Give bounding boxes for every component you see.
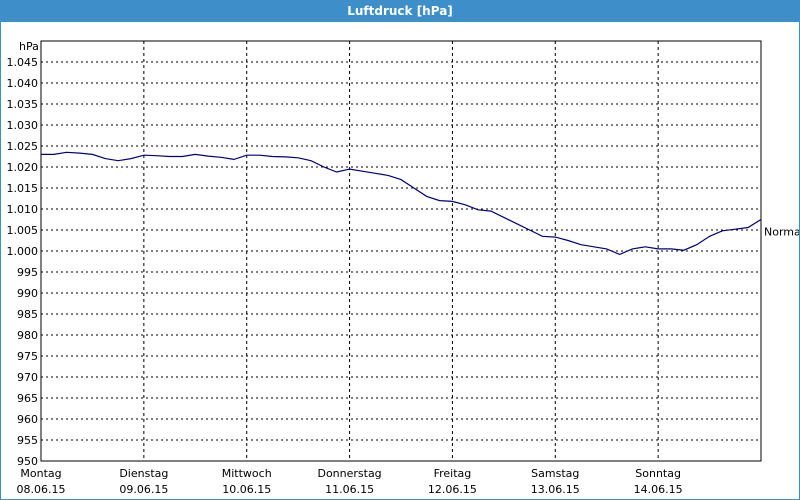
y-tick-label: 1.030 [7,119,39,132]
y-axis-label: hPa [19,40,39,53]
y-tick-label: 1.040 [7,77,39,90]
y-tick-label: 990 [17,287,38,300]
y-tick-label: 1.005 [7,224,39,237]
y-tick-label: 970 [17,371,38,384]
annotation: Normal [764,226,799,239]
x-tick-date: 08.06.15 [17,483,66,496]
y-tick-label: 955 [17,434,38,447]
x-tick-label: Mittwoch [222,467,272,480]
y-tick-label: 995 [17,266,38,279]
x-tick-date: 12.06.15 [428,483,477,496]
x-tick-date: 13.06.15 [531,483,580,496]
title-bar: Luftdruck [hPa] [1,1,799,22]
y-tick-label: 1.000 [7,245,39,258]
x-tick-date: 11.06.15 [325,483,374,496]
y-tick-label: 985 [17,308,38,321]
x-tick-date: 10.06.15 [222,483,271,496]
x-tick-label: Sonntag [635,467,681,480]
y-tick-label: 1.015 [7,182,39,195]
pressure-line [41,151,762,256]
y-tick-label: 1.025 [7,140,39,153]
x-tick-label: Freitag [434,467,472,480]
y-tick-label: 1.020 [7,161,39,174]
y-tick-label: 975 [17,350,38,363]
y-tick-label: 1.045 [7,56,39,69]
x-tick-date: 14.06.15 [634,483,683,496]
y-tick-label: 960 [17,413,38,426]
x-tick-label: Donnerstag [317,467,381,480]
y-tick-label: 950 [17,455,38,468]
x-tick-label: Dienstag [119,467,168,480]
x-tick-label: Montag [20,467,61,480]
y-tick-label: 965 [17,392,38,405]
x-tick-date: 09.06.15 [119,483,168,496]
chart: hPa 1.045 1.040 1.035 1.030 1.025 1.020 1.015 1… [7,40,800,496]
y-tick-label: 980 [17,329,38,342]
x-tick-label: Samstag [531,467,579,480]
y-tick-label: 1.010 [7,203,39,216]
y-tick-label: 1.035 [7,98,39,111]
